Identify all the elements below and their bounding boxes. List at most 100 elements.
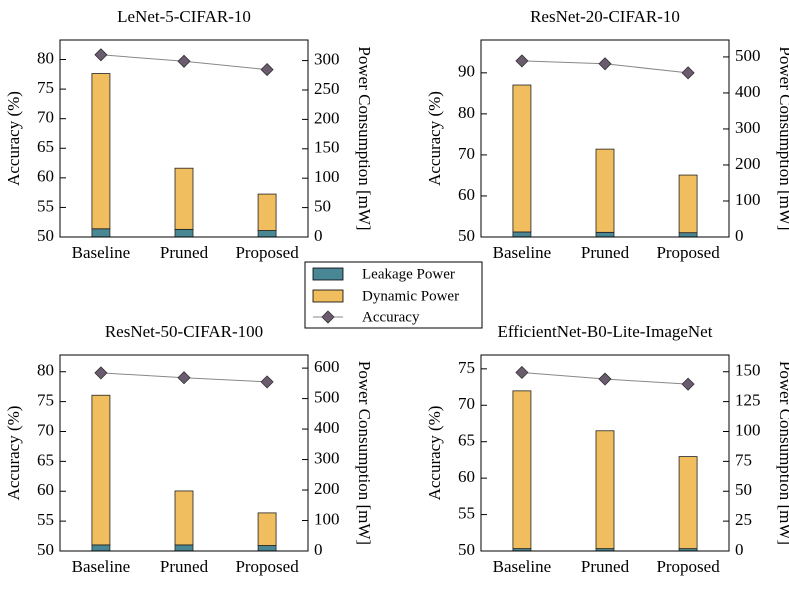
y-tick-label: 70 <box>458 394 475 413</box>
y-tick-label: 70 <box>37 108 54 127</box>
y2-tick-label: 75 <box>735 450 752 469</box>
bar-segment <box>512 84 532 233</box>
y-tick-label: 50 <box>458 540 475 559</box>
chart-title: ResNet-50-CIFAR-100 <box>105 322 263 341</box>
y2-tick-label: 150 <box>314 138 340 157</box>
x-tick-label: Pruned <box>160 243 209 262</box>
bar-segment <box>174 490 194 546</box>
y2-tick-label: 400 <box>735 82 761 101</box>
bar-segment <box>174 228 194 238</box>
legend-swatch <box>312 267 344 281</box>
bar-segment <box>257 545 277 552</box>
x-tick-label: Baseline <box>493 243 552 262</box>
y2-tick-label: 50 <box>314 197 331 216</box>
y-axis-label: Accuracy (%) <box>4 91 23 186</box>
legend-label: Dynamic Power <box>362 288 459 304</box>
y-tick-label: 55 <box>37 510 54 529</box>
y2-tick-label: 500 <box>735 46 761 65</box>
accuracy-marker <box>515 54 529 68</box>
y-tick-label: 65 <box>37 137 54 156</box>
bar-segment <box>678 456 698 550</box>
bar-segment <box>257 512 277 546</box>
bar-segment <box>257 230 277 238</box>
y-tick-label: 75 <box>458 358 475 377</box>
accuracy-marker <box>177 371 191 385</box>
accuracy-marker <box>681 377 695 391</box>
x-tick-label: Baseline <box>72 243 131 262</box>
y-tick-label: 90 <box>458 62 475 81</box>
y2-tick-label: 0 <box>735 540 744 559</box>
y-tick-label: 80 <box>37 361 54 380</box>
y2-tick-label: 200 <box>314 108 340 127</box>
y-tick-label: 65 <box>458 431 475 450</box>
legend-label: Leakage Power <box>362 266 455 282</box>
bar-segment <box>678 174 698 234</box>
legend-swatch <box>312 289 344 303</box>
bar-segment <box>595 148 615 233</box>
y2-tick-label: 600 <box>314 357 340 376</box>
accuracy-marker <box>260 63 274 77</box>
accuracy-marker <box>177 54 191 68</box>
y2-axis-label: Power Consumption [mW] <box>355 361 374 545</box>
y-tick-label: 60 <box>458 467 475 486</box>
accuracy-marker <box>598 372 612 386</box>
accuracy-marker <box>94 366 108 380</box>
plot-frame <box>480 354 730 552</box>
y2-tick-label: 300 <box>735 118 761 137</box>
bar-segment <box>595 231 615 238</box>
bar-segment <box>595 430 615 550</box>
legend: Leakage Power Dynamic Power Accuracy <box>304 261 483 329</box>
y2-axis-label: Power Consumption [mW] <box>355 46 374 230</box>
x-tick-label: Baseline <box>72 557 131 576</box>
chart-title: LeNet-5-CIFAR-10 <box>117 7 251 26</box>
accuracy-marker <box>681 66 695 80</box>
x-tick-label: Proposed <box>235 243 299 262</box>
chart-title: EfficientNet-B0-Lite-ImageNet <box>498 322 713 341</box>
y2-tick-label: 250 <box>314 79 340 98</box>
y2-tick-label: 100 <box>735 420 761 439</box>
y-tick-label: 70 <box>37 420 54 439</box>
bar-segment <box>91 394 111 546</box>
bar-segment <box>91 544 111 552</box>
bar-segment <box>512 390 532 550</box>
y2-tick-label: 300 <box>314 448 340 467</box>
y-tick-label: 65 <box>37 450 54 469</box>
y-axis-label: Accuracy (%) <box>4 406 23 501</box>
bar-segment <box>174 167 194 230</box>
y-axis-label: Accuracy (%) <box>425 406 444 501</box>
bar-segment <box>91 73 111 230</box>
y2-tick-label: 25 <box>735 510 752 529</box>
y-tick-label: 75 <box>37 78 54 97</box>
y-tick-label: 50 <box>37 226 54 245</box>
x-tick-label: Baseline <box>493 557 552 576</box>
bar-segment <box>91 228 111 238</box>
y2-tick-label: 200 <box>314 479 340 498</box>
y-tick-label: 80 <box>37 48 54 67</box>
x-tick-label: Pruned <box>581 243 630 262</box>
x-tick-label: Proposed <box>235 557 299 576</box>
y2-tick-label: 125 <box>735 391 761 410</box>
bar-segment <box>678 232 698 238</box>
y-tick-label: 50 <box>458 226 475 245</box>
y2-tick-label: 300 <box>314 49 340 68</box>
y-tick-label: 70 <box>458 144 475 163</box>
y-tick-label: 55 <box>458 503 475 522</box>
accuracy-marker <box>515 365 529 380</box>
bar-segment <box>174 544 194 552</box>
y-tick-label: 60 <box>37 167 54 186</box>
plot-frame <box>59 39 309 238</box>
y2-tick-label: 50 <box>735 480 752 499</box>
y2-tick-label: 100 <box>314 167 340 186</box>
accuracy-marker <box>94 48 108 62</box>
y-tick-label: 75 <box>37 391 54 410</box>
x-tick-label: Proposed <box>656 557 720 576</box>
accuracy-marker <box>598 57 612 71</box>
legend-marker <box>321 310 335 324</box>
y-tick-label: 60 <box>458 185 475 204</box>
y2-tick-label: 0 <box>314 540 323 559</box>
y2-axis-label: Power Consumption [mW] <box>776 361 789 545</box>
y2-tick-label: 500 <box>314 387 340 406</box>
y-tick-label: 55 <box>37 196 54 215</box>
